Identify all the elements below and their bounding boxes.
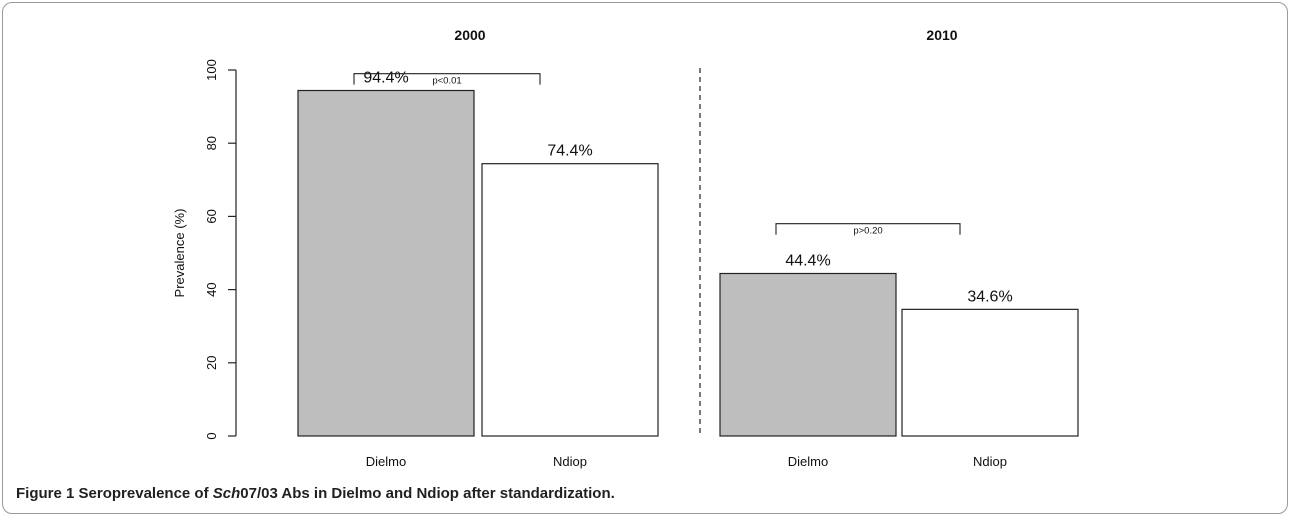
- y-tick-label: 40: [204, 282, 219, 296]
- caption-before: Seroprevalence of: [78, 485, 213, 502]
- y-tick-label: 80: [204, 136, 219, 150]
- bar-value-label: 44.4%: [785, 252, 830, 269]
- caption-italic: Sch: [212, 485, 241, 502]
- y-tick-label: 0: [204, 432, 219, 439]
- caption-label: Figure 1: [16, 485, 75, 502]
- figure-caption: Figure 1 Seroprevalence of Sch07/03 Abs …: [16, 485, 615, 502]
- bar-value-label: 74.4%: [547, 143, 592, 160]
- y-axis-label: Prevalence (%): [172, 209, 187, 298]
- comparison-bracket: [775, 223, 961, 235]
- caption-after: 07/03 Abs in Dielmo and Ndiop after stan…: [240, 485, 615, 502]
- bar: [481, 163, 659, 437]
- bar: [719, 272, 897, 437]
- comparison-label: p>0.20: [853, 226, 882, 237]
- bar-value-label: 94.4%: [363, 69, 408, 86]
- bar-chart: 0 20 40 60 80 100 Prevalence (%) 2000 94.4% Dielm…: [172, 27, 1079, 469]
- comparison-label: p<0.01: [432, 76, 461, 87]
- x-tick-label: Ndiop: [553, 454, 587, 469]
- comparison-bracket: [353, 73, 541, 85]
- x-tick-label: Dielmo: [366, 454, 406, 469]
- y-tick-label: 20: [204, 356, 219, 370]
- y-tick-label: 60: [204, 209, 219, 223]
- bar-value-label: 34.6%: [967, 288, 1012, 305]
- panel-title: 2010: [926, 27, 957, 43]
- panel-title: 2000: [454, 27, 485, 43]
- x-tick-label: Dielmo: [788, 454, 828, 469]
- bar: [901, 308, 1079, 437]
- x-tick-label: Ndiop: [973, 454, 1007, 469]
- y-tick-label: 100: [204, 59, 219, 81]
- bar: [297, 89, 475, 437]
